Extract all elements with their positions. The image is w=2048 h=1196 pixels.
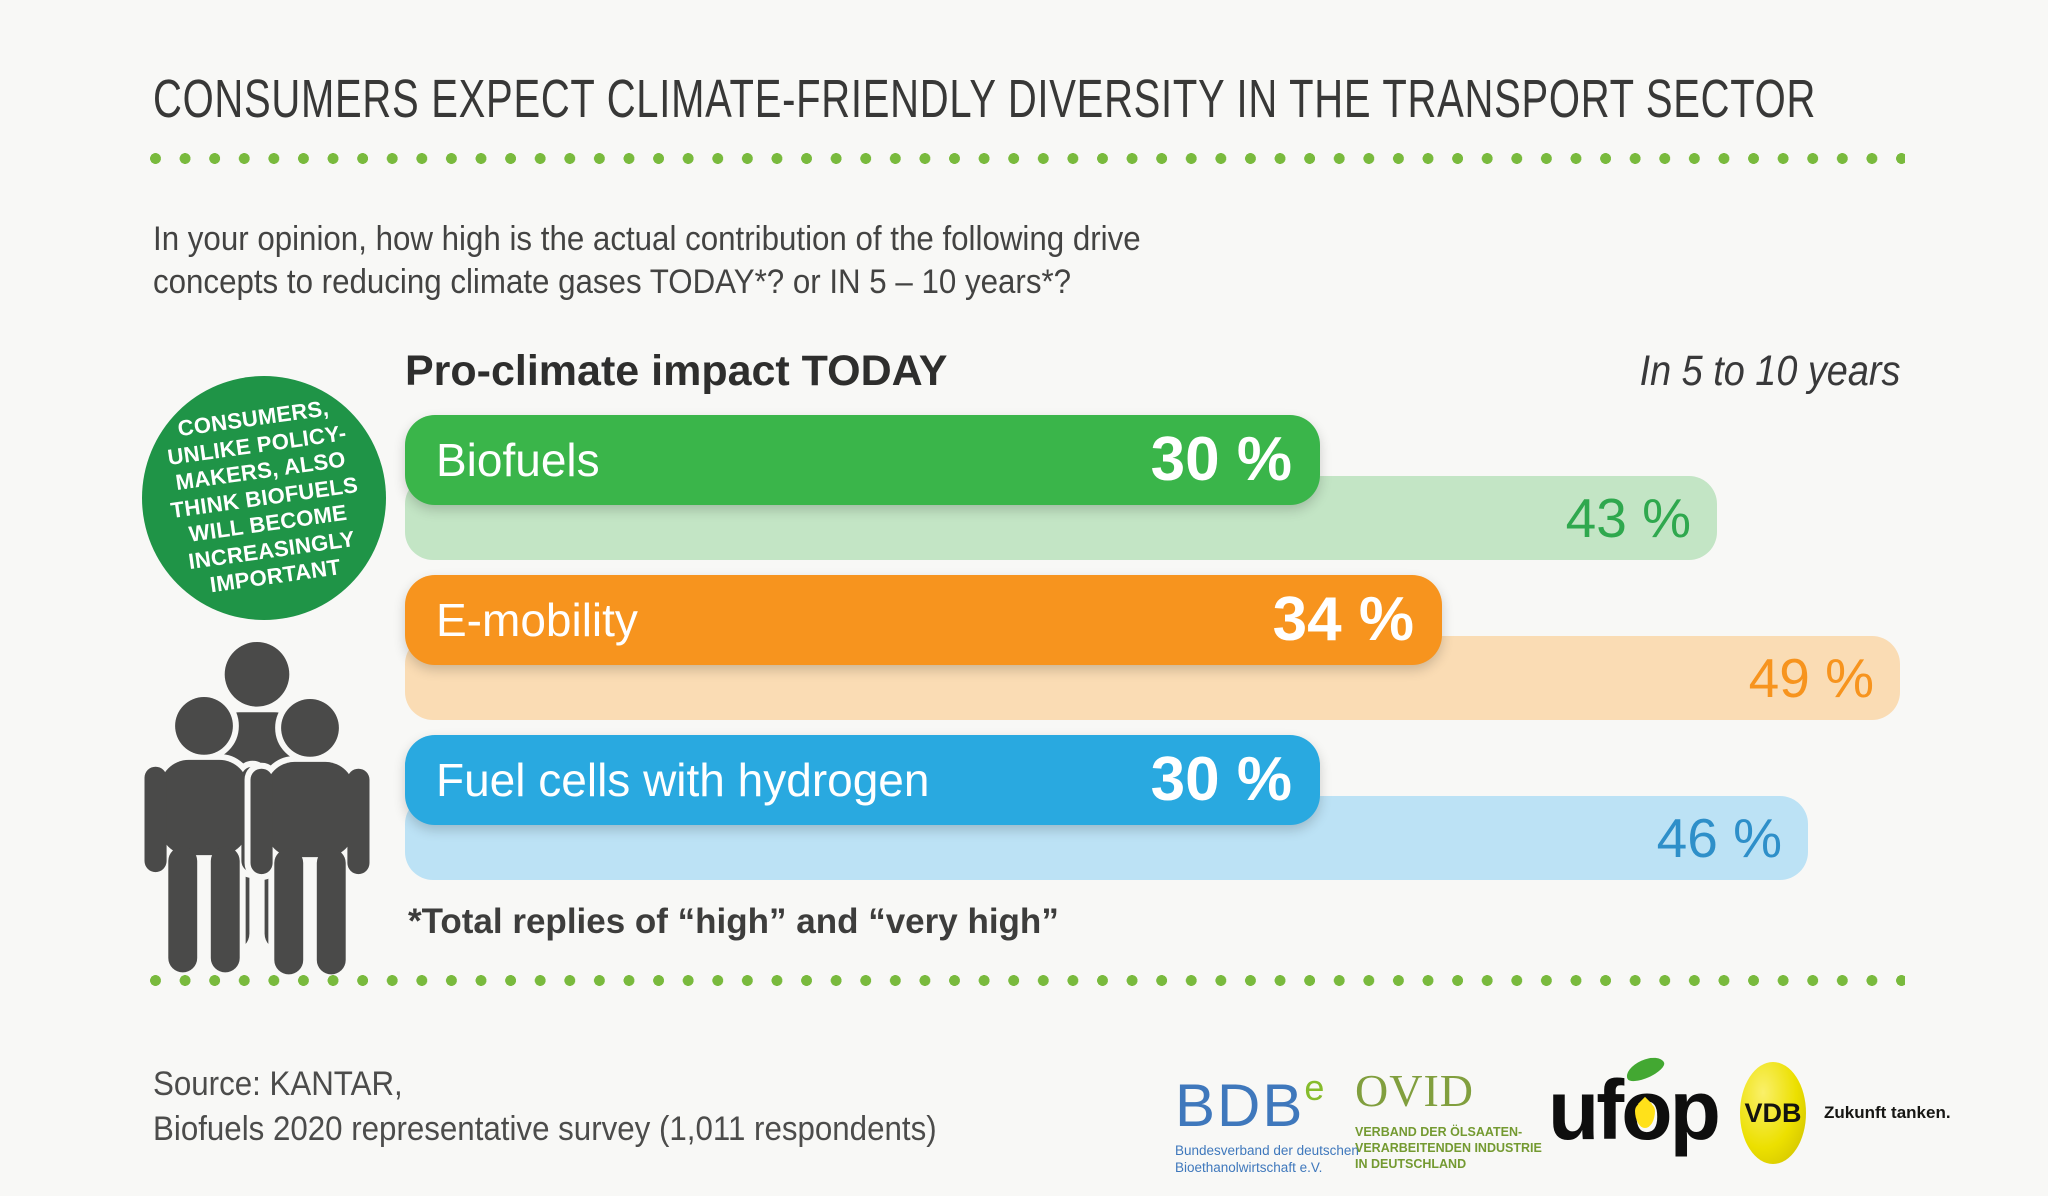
- category-label-biofuels: Biofuels: [436, 434, 600, 486]
- bar-emobility-today: E-mobility 34 %: [405, 575, 1442, 665]
- value-label-emobility-future: 49 %: [1748, 647, 1874, 709]
- logo-vdb: VDB Zukunft tanken.: [1740, 1062, 1951, 1164]
- value-label-biofuels-future: 43 %: [1565, 487, 1691, 549]
- ufop-drop-icon: [1635, 1102, 1656, 1128]
- value-label-biofuels-today: 30 %: [1150, 425, 1292, 494]
- source-note: Source: KANTAR, Biofuels 2020 representa…: [153, 1062, 937, 1152]
- column-header-future: In 5 to 10 years: [1639, 347, 1900, 395]
- survey-question-line2: concepts to reducing climate gases TODAY…: [153, 263, 1072, 301]
- bar-row-fuelcells: 46 % Fuel cells with hydrogen 30 %: [405, 735, 1905, 895]
- bar-row-emobility: 49 % E-mobility 34 %: [405, 575, 1905, 735]
- category-label-emobility: E-mobility: [436, 594, 638, 646]
- page-title: CONSUMERS EXPECT CLIMATE-FRIENDLY DIVERS…: [153, 69, 1817, 129]
- value-label-emobility-today: 34 %: [1272, 585, 1414, 654]
- bar-biofuels-today: Biofuels 30 %: [405, 415, 1320, 505]
- vdb-text: VDB: [1744, 1097, 1802, 1128]
- highlight-badge-text: CONSUMERS, UNLIKE POLICY- MAKERS, ALSO T…: [158, 393, 371, 603]
- dotted-divider-bottom: [150, 975, 1905, 986]
- bdbe-subtitle: Bundesverband der deutschen Bioethanolwi…: [1175, 1143, 1359, 1175]
- vdb-ball-icon: VDB: [1740, 1062, 1806, 1164]
- bar-chart: 43 % Biofuels 30 % 49 % E-mobility 34 % …: [405, 415, 1905, 975]
- dotted-divider-top: [150, 153, 1905, 164]
- category-label-fuelcells: Fuel cells with hydrogen: [436, 754, 930, 806]
- source-line1: Source: KANTAR,: [153, 1065, 403, 1103]
- ufop-wordmark: ufop: [1548, 1052, 1721, 1152]
- chart-footnote: *Total replies of “high” and “very high”: [408, 902, 1059, 941]
- consumers-group-icon: [128, 642, 386, 977]
- ovid-text: OVID: [1355, 1065, 1474, 1116]
- logo-bdbe: BDBe Bundesverband der deutschen Bioetha…: [1175, 1058, 1359, 1176]
- survey-question: In your opinion, how high is the actual …: [153, 218, 1141, 304]
- bar-fuelcells-today: Fuel cells with hydrogen 30 %: [405, 735, 1320, 825]
- logo-ovid: OVID VERBAND DER ÖLSAATEN- VERARBEITENDE…: [1355, 1068, 1542, 1172]
- vdb-tagline: Zukunft tanken.: [1824, 1103, 1951, 1122]
- bdbe-text: BDB: [1175, 1072, 1305, 1139]
- bdbe-wordmark: BDBe: [1175, 1058, 1359, 1136]
- bdbe-sup-e: e: [1304, 1067, 1325, 1108]
- highlight-badge: CONSUMERS, UNLIKE POLICY- MAKERS, ALSO T…: [142, 376, 386, 620]
- value-label-fuelcells-future: 46 %: [1656, 807, 1782, 869]
- column-header-today: Pro-climate impact TODAY: [405, 347, 948, 395]
- ovid-subtitle: VERBAND DER ÖLSAATEN- VERARBEITENDEN IND…: [1355, 1125, 1542, 1171]
- value-label-fuelcells-today: 30 %: [1150, 745, 1292, 814]
- survey-question-line1: In your opinion, how high is the actual …: [153, 220, 1141, 258]
- source-line2: Biofuels 2020 representative survey (1,0…: [153, 1110, 937, 1148]
- bar-row-biofuels: 43 % Biofuels 30 %: [405, 415, 1905, 575]
- ovid-wordmark: OVID: [1355, 1068, 1542, 1114]
- logo-ufop: ufop: [1548, 1052, 1721, 1152]
